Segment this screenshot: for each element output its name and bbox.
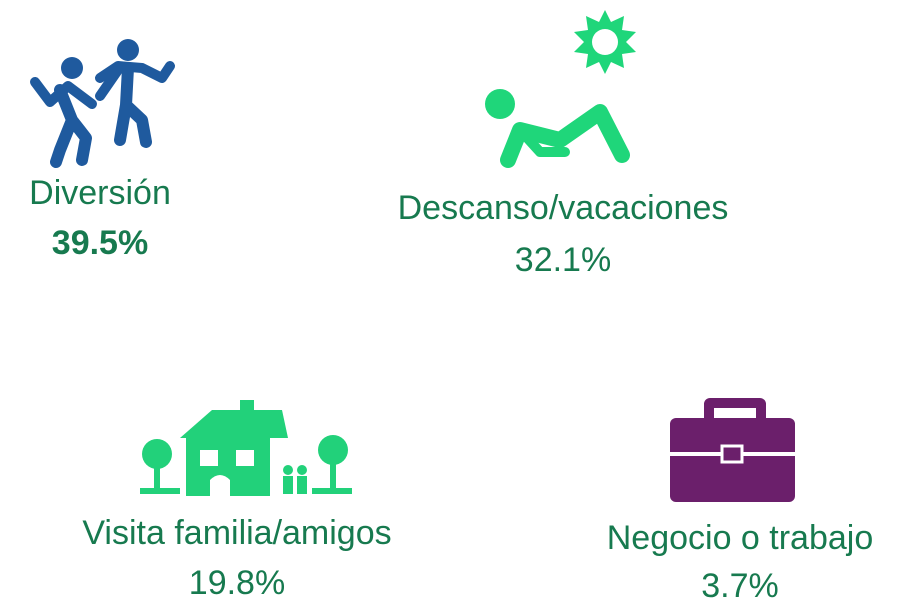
- item-value: 39.5%: [52, 224, 148, 262]
- dancers-icon: [30, 39, 175, 168]
- item-value: 3.7%: [701, 567, 779, 603]
- item-value: 19.8%: [189, 564, 285, 602]
- house-icon: [140, 400, 352, 496]
- item-label: Visita familia/amigos: [82, 514, 391, 552]
- item-label: Negocio o trabajo: [607, 519, 874, 557]
- item-label: Diversión: [29, 174, 171, 212]
- sun-icon: [574, 10, 636, 74]
- briefcase-icon: [670, 398, 795, 502]
- item-value: 32.1%: [515, 241, 611, 279]
- item-label: Descanso/vacaciones: [398, 189, 729, 227]
- resting-person-icon: [485, 89, 630, 168]
